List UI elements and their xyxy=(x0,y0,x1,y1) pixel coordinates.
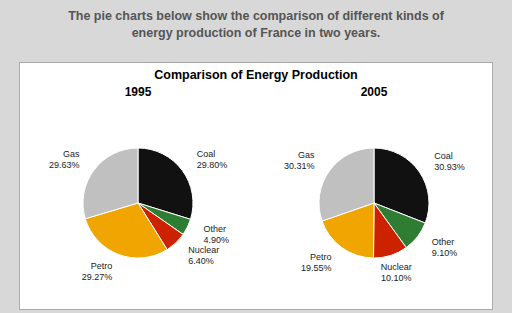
svg-text:Nuclear10.10%: Nuclear10.10% xyxy=(381,262,412,283)
svg-text:Petro19.55%: Petro19.55% xyxy=(301,252,332,273)
svg-text:Gas30.31%: Gas30.31% xyxy=(284,150,315,171)
svg-text:Coal30.93%: Coal30.93% xyxy=(434,151,465,172)
html-text:energy production of France in: energy production of France in two years… xyxy=(131,26,381,40)
html-text:2005: 2005 xyxy=(360,85,388,99)
svg-text:Other9.10%: Other9.10% xyxy=(432,237,458,258)
svg-text:Gas29.63%: Gas29.63% xyxy=(49,149,80,170)
svg-text:Petro29.27%: Petro29.27% xyxy=(82,261,113,282)
html-text:Comparison of Energy Productio: Comparison of Energy Production xyxy=(154,68,358,82)
svg-text:Other4.90%: Other4.90% xyxy=(204,224,230,245)
html-text:1995: 1995 xyxy=(124,85,152,99)
svg-text:Coal29.80%: Coal29.80% xyxy=(197,149,228,170)
svg-text:Nuclear6.40%: Nuclear6.40% xyxy=(188,245,219,266)
html-text:The pie charts below show the: The pie charts below show the comparison… xyxy=(68,9,444,23)
